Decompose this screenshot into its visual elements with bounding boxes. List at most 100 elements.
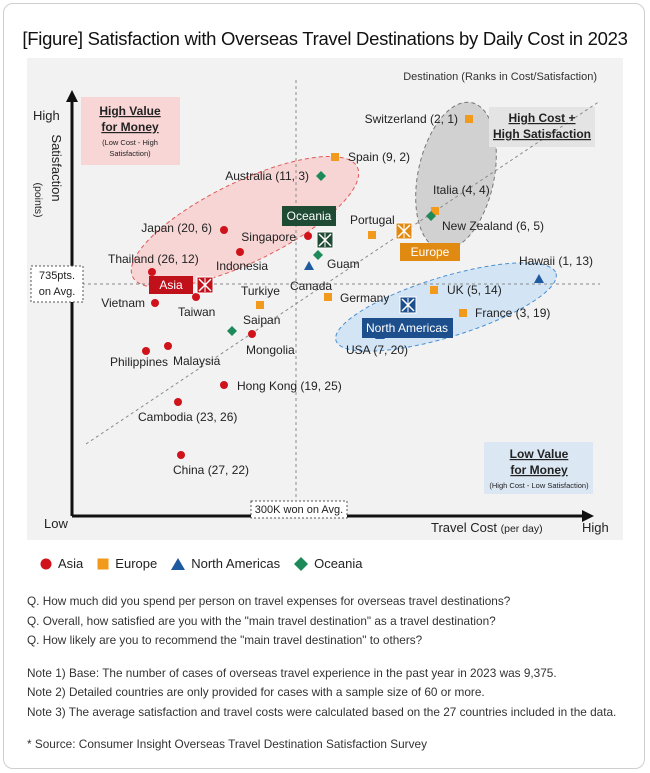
vietnam-point xyxy=(151,299,159,307)
canada-label: Canada xyxy=(290,279,332,293)
turkiye-point xyxy=(256,301,264,309)
thailand-point xyxy=(148,268,156,276)
legend-oceania-label: Oceania xyxy=(314,556,363,571)
france-point xyxy=(459,309,467,317)
malaysia-point xyxy=(164,342,172,350)
question-1: Q. How much did you spend per person on … xyxy=(27,594,511,608)
uk-point xyxy=(430,286,438,294)
singapore-point xyxy=(304,232,312,240)
saipan-label: Saipan xyxy=(243,313,280,327)
legend-na-marker xyxy=(171,557,186,570)
x-average-label: 300K won on Avg. xyxy=(255,504,343,516)
legend-europe-label: Europe xyxy=(115,556,158,571)
canada-point xyxy=(304,261,314,270)
mongolia-label: Mongolia xyxy=(246,343,295,357)
y-average-label-1: 735pts. xyxy=(39,270,75,282)
y-axis-unit: (points) xyxy=(32,182,44,217)
high-value-box xyxy=(81,97,180,165)
china-label: China (27, 22) xyxy=(173,463,249,477)
hong-kong-point xyxy=(220,381,228,389)
x-axis-label: Travel Cost xyxy=(431,520,497,535)
low-value-title-1: Low Value xyxy=(510,447,569,461)
figure-frame xyxy=(3,3,645,769)
low-value-title-2: for Money xyxy=(510,463,568,477)
italia-point xyxy=(431,207,439,215)
y-axis-label: Satisfaction xyxy=(49,134,64,201)
high-value-sub-2: Satisfaction) xyxy=(109,149,151,158)
y-axis-arrow xyxy=(66,90,78,102)
note-3: Note 3) The average satisfaction and tra… xyxy=(27,704,617,719)
vietnam-label: Vietnam xyxy=(101,296,145,310)
x-axis-arrow xyxy=(582,510,594,522)
taiwan-point xyxy=(192,293,200,301)
legend-oceania-marker xyxy=(294,556,309,571)
china-point xyxy=(177,451,185,459)
asia-average-label: Asia xyxy=(159,278,183,292)
legend-europe: Europe xyxy=(97,556,157,571)
australia-label: Australia (11, 3) xyxy=(225,169,309,183)
high-value-sub-1: (Low Cost - High xyxy=(102,138,158,147)
thailand-label: Thailand (26, 12) xyxy=(108,252,199,266)
cambodia-point xyxy=(174,398,182,406)
y-high-label: High xyxy=(33,108,60,123)
philippines-label: Philippines xyxy=(110,355,168,369)
legend-asia: Asia xyxy=(40,556,83,571)
y-average-label-2: on Avg. xyxy=(39,286,76,298)
guam-point xyxy=(313,250,323,260)
x-high-label: High xyxy=(582,520,609,535)
high-cost-title-1: High Cost + xyxy=(508,111,575,125)
low-value-box xyxy=(484,442,593,494)
uk-label: UK (5, 14) xyxy=(447,283,502,297)
north-americas-average-label: North Americas xyxy=(366,321,448,335)
portugal-label: Portugal xyxy=(350,213,395,227)
high-cost-box xyxy=(489,107,595,147)
philippines-point xyxy=(142,347,150,355)
legend-asia-marker xyxy=(40,558,52,569)
legend-north-americas: North Americas xyxy=(171,556,280,571)
guam-label: Guam xyxy=(327,257,360,271)
australia-point xyxy=(316,171,326,181)
asia-average-marker xyxy=(196,276,214,294)
spain-point xyxy=(331,153,339,161)
y-axis-title: Satisfaction xyxy=(49,134,64,201)
switzerland-label: Switzerland (2, 1) xyxy=(365,112,458,126)
hawaii-label: Hawaii (1, 13) xyxy=(519,254,593,268)
asia-average-badge xyxy=(149,276,193,294)
indonesia-label: Indonesia xyxy=(216,259,268,273)
source: * Source: Consumer Insight Overseas Trav… xyxy=(27,737,427,751)
north-americas-average-badge xyxy=(362,318,453,338)
legend-oceania: Oceania xyxy=(294,556,363,571)
singapore-label: Singapore xyxy=(241,230,296,244)
japan-label: Japan (20, 6) xyxy=(141,221,212,235)
trend-line xyxy=(85,100,601,445)
question-2: Q. Overall, how satisfied are you with t… xyxy=(27,613,496,628)
japan-point xyxy=(220,226,228,234)
indonesia-point xyxy=(236,248,244,256)
oceania-average-badge xyxy=(282,206,336,226)
malaysia-label: Malaysia xyxy=(173,354,221,368)
hong-kong-label: Hong Kong (19, 25) xyxy=(237,379,342,393)
portugal-point xyxy=(368,231,376,239)
high-cost-title-2: High Satisfaction xyxy=(493,127,591,141)
oceania-average-label: Oceania xyxy=(287,209,332,223)
saipan-point xyxy=(227,326,237,336)
low-value-sub: (High Cost - Low Satisfaction) xyxy=(489,481,589,490)
cambodia-label: Cambodia (23, 26) xyxy=(138,410,237,424)
usa-label: USA (7, 20) xyxy=(346,343,408,357)
spain-label: Spain (9, 2) xyxy=(348,150,410,164)
high-value-title-2: for Money xyxy=(101,120,159,134)
new-zealand-label: New Zealand (6, 5) xyxy=(442,219,544,233)
question-3: Q. How likely are you to recommend the "… xyxy=(27,633,423,647)
north-americas-average-marker xyxy=(399,296,417,314)
x-axis-title: Travel Cost (per day) xyxy=(431,520,543,535)
germany-label: Germany xyxy=(340,291,389,305)
high-value-title-1: High Value xyxy=(99,104,161,118)
turkiye-label: Turkiye xyxy=(241,284,280,298)
hawaii-point xyxy=(534,274,544,283)
taiwan-label: Taiwan xyxy=(178,305,215,319)
europe-average-marker xyxy=(395,222,413,240)
legend-na-label: North Americas xyxy=(191,556,281,571)
chart-title: [Figure] Satisfaction with Overseas Trav… xyxy=(22,28,628,49)
legend: Asia Europe North Americas Oceania xyxy=(40,556,363,571)
